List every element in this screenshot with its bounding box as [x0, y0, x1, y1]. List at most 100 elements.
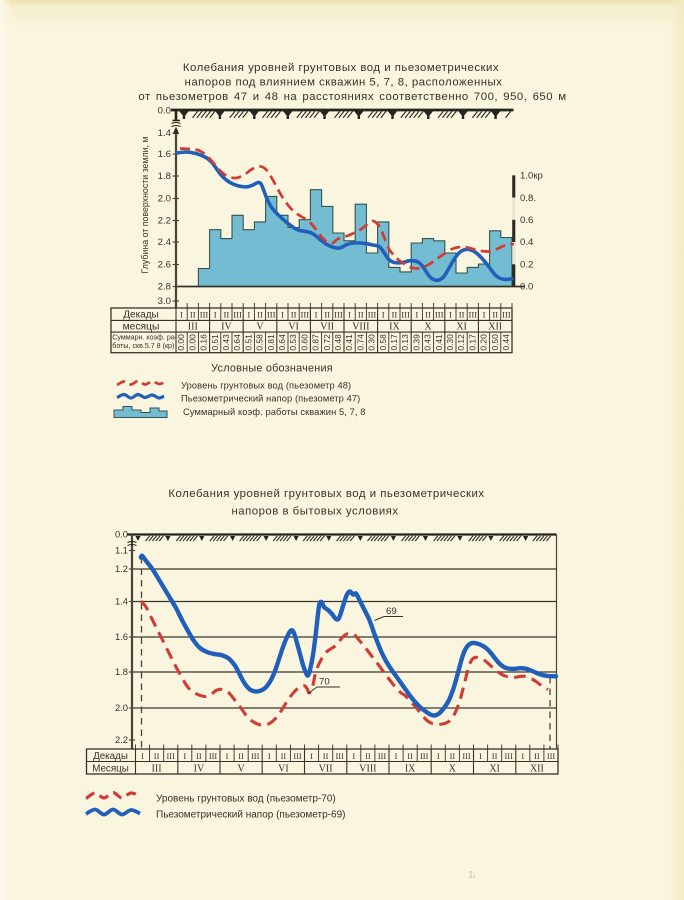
- svg-text:0.43: 0.43: [221, 334, 231, 351]
- svg-text:Условные обозначения: Условные обозначения: [211, 363, 333, 375]
- svg-text:2.2: 2.2: [115, 734, 128, 745]
- svg-text:Месяцы: Месяцы: [92, 764, 129, 775]
- svg-text:IV: IV: [194, 764, 205, 775]
- svg-text:0.43: 0.43: [423, 334, 433, 351]
- svg-text:V: V: [256, 322, 264, 333]
- svg-text:0.81: 0.81: [266, 334, 276, 351]
- svg-text:0.00: 0.00: [187, 334, 197, 351]
- svg-text:I: I: [214, 310, 217, 320]
- svg-text:I: I: [180, 310, 183, 320]
- svg-text:I: I: [226, 752, 229, 761]
- svg-text:III: III: [401, 310, 410, 320]
- svg-text:Уровень грунтовых вод (пьезоме: Уровень грунтовых вод (пьезометр 48): [181, 380, 351, 390]
- svg-text:Декады: Декады: [93, 751, 128, 762]
- svg-text:I: I: [281, 310, 284, 320]
- svg-text:0.41: 0.41: [434, 334, 444, 351]
- svg-text:0.0: 0.0: [115, 529, 128, 540]
- svg-text:Уровень грунтовых вод (пьезоме: Уровень грунтовых вод (пьезометр-70): [156, 793, 336, 804]
- svg-text:II: II: [407, 752, 413, 761]
- svg-text:III: III: [505, 752, 514, 761]
- svg-text:2.6: 2.6: [158, 260, 171, 271]
- svg-text:напоров под влиянием скважин: напоров под влиянием скважин 5, 7, 8, ра…: [185, 77, 503, 89]
- svg-text:III: III: [435, 310, 444, 320]
- svg-text:III: III: [420, 752, 429, 761]
- svg-text:III: III: [267, 310, 276, 320]
- svg-text:0.44: 0.44: [501, 334, 511, 351]
- svg-text:I: I: [479, 752, 482, 761]
- svg-text:II: II: [154, 752, 160, 761]
- svg-text:VI: VI: [288, 322, 299, 333]
- svg-text:боты, скв.5.7 8 (кр): боты, скв.5.7 8 (кр): [112, 342, 174, 350]
- svg-text:III: III: [209, 752, 218, 761]
- svg-text:0.6: 0.6: [520, 215, 533, 226]
- svg-text:1.8: 1.8: [115, 666, 128, 677]
- svg-text:0.13: 0.13: [400, 334, 410, 351]
- svg-text:2.4: 2.4: [158, 237, 172, 248]
- svg-text:II: II: [224, 310, 230, 320]
- svg-text:IX: IX: [405, 764, 416, 775]
- svg-text:V: V: [237, 764, 245, 775]
- svg-text:III: III: [547, 752, 556, 761]
- svg-text:Декады: Декады: [123, 310, 159, 321]
- svg-text:I: I: [483, 310, 486, 320]
- svg-text:X: X: [424, 322, 432, 333]
- svg-text:I: I: [247, 310, 250, 320]
- svg-text:0.16: 0.16: [199, 334, 209, 351]
- svg-text:I: I: [348, 310, 351, 320]
- svg-text:XI: XI: [489, 764, 500, 775]
- svg-text:VII: VII: [319, 764, 333, 775]
- svg-text:0.0: 0.0: [158, 106, 171, 117]
- svg-text:1ı: 1ı: [468, 870, 476, 881]
- svg-text:I: I: [268, 752, 271, 761]
- svg-text:напоров в бытовых условиях: напоров в бытовых условиях: [231, 506, 398, 518]
- svg-text:II: II: [450, 752, 456, 761]
- svg-text:XII: XII: [530, 764, 544, 775]
- svg-text:Колебания уровней грунтовых во: Колебания уровней грунтовых вод и пьезом…: [183, 62, 499, 74]
- svg-text:II: II: [534, 752, 540, 761]
- svg-text:II: II: [392, 310, 398, 320]
- svg-text:0.58: 0.58: [255, 334, 265, 351]
- svg-text:Колебания уровней грунтовых в: Колебания уровней грунтовых вод и пьезом…: [168, 488, 484, 500]
- svg-text:III: III: [200, 310, 209, 320]
- svg-text:I: I: [141, 752, 144, 761]
- svg-text:0.00: 0.00: [176, 334, 186, 351]
- svg-text:1.4: 1.4: [115, 596, 128, 607]
- svg-text:I: I: [437, 752, 440, 761]
- svg-text:1.0кр: 1.0кр: [520, 171, 543, 182]
- svg-text:XII: XII: [488, 322, 502, 333]
- svg-text:I: I: [352, 752, 355, 761]
- svg-text:I: I: [382, 310, 385, 320]
- svg-text:I: I: [415, 310, 418, 320]
- svg-text:1.4: 1.4: [158, 128, 172, 139]
- svg-text:II: II: [323, 752, 329, 761]
- svg-text:0.4: 0.4: [520, 237, 534, 248]
- svg-text:1.6: 1.6: [158, 149, 171, 160]
- svg-text:0.51: 0.51: [243, 334, 253, 351]
- svg-text:II: II: [492, 310, 498, 320]
- svg-text:II: II: [358, 310, 364, 320]
- svg-text:0.41: 0.41: [344, 334, 354, 351]
- svg-text:I: I: [395, 752, 398, 761]
- svg-text:0.0: 0.0: [520, 282, 533, 293]
- svg-text:0.30: 0.30: [367, 334, 377, 351]
- svg-text:X: X: [449, 764, 457, 775]
- svg-text:2.2: 2.2: [158, 216, 171, 227]
- svg-text:II: II: [365, 752, 371, 761]
- svg-text:III: III: [502, 310, 511, 320]
- svg-text:3.0: 3.0: [158, 296, 171, 307]
- svg-text:IV: IV: [221, 322, 232, 333]
- svg-text:I: I: [315, 310, 318, 320]
- svg-text:III: III: [251, 752, 260, 761]
- svg-text:VIII: VIII: [352, 322, 369, 333]
- svg-text:0.48: 0.48: [333, 334, 343, 351]
- svg-text:1.1: 1.1: [115, 545, 128, 556]
- svg-text:I: I: [310, 752, 313, 761]
- svg-text:0.51: 0.51: [210, 334, 220, 351]
- svg-text:0.12: 0.12: [456, 334, 466, 351]
- svg-text:III: III: [368, 310, 377, 320]
- svg-text:0.30: 0.30: [445, 334, 455, 351]
- svg-text:Суммарн. коэф. ра-: Суммарн. коэф. ра-: [112, 334, 178, 342]
- svg-text:0.50: 0.50: [490, 334, 500, 351]
- svg-text:II: II: [281, 752, 287, 761]
- svg-text:2.8: 2.8: [158, 282, 171, 293]
